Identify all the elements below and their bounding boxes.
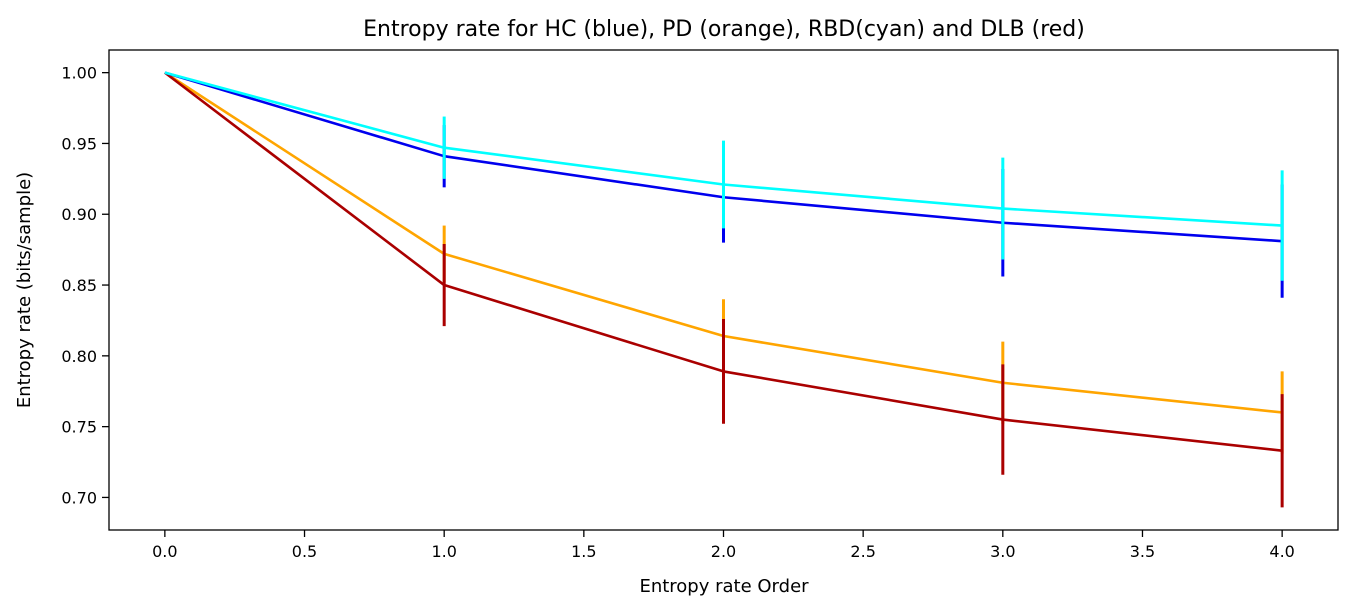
plot-area [164, 71, 1284, 508]
x-axis-label: Entropy rate Order [639, 576, 809, 597]
x-axis: 0.0 0.5 1.0 1.5 2.0 2.5 3.0 3.5 4.0 [152, 530, 1295, 561]
x-tick-label: 3.0 [990, 542, 1015, 561]
y-tick-label: 0.90 [61, 205, 97, 224]
y-tick-label: 0.95 [61, 134, 97, 153]
y-axis-label: Entropy rate (bits/sample) [14, 172, 35, 408]
y-tick-label: 0.85 [61, 276, 97, 295]
x-tick-label: 3.5 [1130, 542, 1155, 561]
x-tick-label: 2.5 [850, 542, 875, 561]
y-axis: 0.70 0.75 0.80 0.85 0.90 0.95 1.00 [61, 64, 109, 507]
x-tick-label: 1.0 [431, 542, 456, 561]
y-tick-label: 1.00 [61, 64, 97, 83]
series-1 [164, 71, 1284, 508]
y-tick-label: 0.80 [61, 347, 97, 366]
y-tick-label: 0.70 [61, 488, 97, 507]
x-tick-label: 4.0 [1269, 542, 1294, 561]
y-tick-label: 0.75 [61, 418, 97, 437]
plot-frame [108, 49, 1339, 531]
x-tick-label: 0.0 [152, 542, 177, 561]
x-tick-label: 0.5 [292, 542, 317, 561]
series-3 [164, 71, 1284, 281]
x-tick-label: 1.5 [571, 542, 596, 561]
x-tick-label: 2.0 [711, 542, 736, 561]
chart-title: Entropy rate for HC (blue), PD (orange),… [363, 17, 1085, 42]
